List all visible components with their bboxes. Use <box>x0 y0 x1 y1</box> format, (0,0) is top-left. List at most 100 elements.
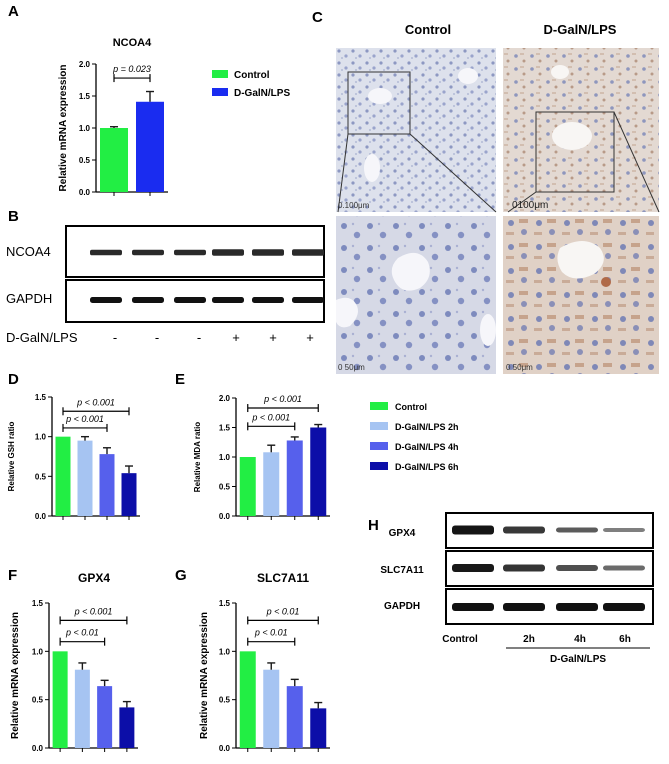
blot-h-row-label-gpx4: GPX4 <box>389 528 416 539</box>
chart-slc7a11: SLC7A11 0.0 0.5 1.0 1.5 Relative mRNA express… <box>199 571 330 753</box>
legend-label-4h: D-GalN/LPS 4h <box>395 442 459 452</box>
western-blot-b: NCOA4 GAPDH D-GalN/LPS - - - + + + <box>6 225 325 345</box>
y-tick-label: 0.0 <box>35 512 47 521</box>
bar <box>310 708 327 748</box>
y-tick-label: 1.0 <box>35 433 47 442</box>
blot-band <box>603 528 645 532</box>
blot-band <box>503 603 545 611</box>
bar <box>286 440 303 516</box>
y-axis-label: Relative mRNA expression <box>58 65 69 192</box>
blot-h-bands <box>452 525 645 611</box>
y-tick-label: 0.5 <box>32 696 44 705</box>
y-tick-label: 0.0 <box>219 744 231 753</box>
blot-band <box>252 297 284 303</box>
blot-band <box>90 297 122 303</box>
blot-b-sign: - <box>113 330 117 345</box>
blot-h-lane-label: Control <box>442 634 478 645</box>
blot-band <box>503 526 545 534</box>
blot-b-bands <box>90 249 324 303</box>
blot-band <box>452 525 494 535</box>
y-axis-label: Relative MDA ratio <box>193 422 202 493</box>
chart-title: GPX4 <box>78 571 110 585</box>
legend-label-2h: D-GalN/LPS 2h <box>395 422 459 432</box>
blot-b-sign: - <box>155 330 159 345</box>
blot-h-lane-label: 4h <box>574 634 586 645</box>
bar <box>310 427 327 516</box>
panel-label-h: H <box>368 517 379 534</box>
bar <box>119 707 135 748</box>
bar <box>77 440 93 516</box>
blot-h-group-label: D-GalN/LPS <box>550 654 606 665</box>
y-tick-label: 1.5 <box>219 599 231 608</box>
significance-label: p < 0.001 <box>74 606 113 616</box>
significance-label: p < 0.01 <box>266 606 300 616</box>
significance-label: p < 0.01 <box>254 628 288 638</box>
blot-b-sign: + <box>232 330 240 345</box>
bar <box>286 686 303 748</box>
ihc-panel-c: Control D-GalN/LPS 0.100μm 0100μm <box>336 22 660 374</box>
y-axis-label: Relative GSH ratio <box>7 421 16 491</box>
blot-band <box>174 249 206 256</box>
panel-label-c: C <box>312 9 323 26</box>
bar <box>52 651 68 748</box>
bar <box>100 128 128 192</box>
significance-label: p = 0.023 <box>112 64 151 74</box>
blot-band <box>503 564 545 572</box>
blot-band <box>212 249 244 256</box>
bar <box>263 669 280 748</box>
panel-label-a: A <box>8 3 19 20</box>
bar <box>263 452 280 516</box>
blot-h-lane-label: 6h <box>619 634 631 645</box>
significance-label: p < 0.001 <box>76 397 115 407</box>
significance-label: p < 0.01 <box>65 628 99 638</box>
chart-ncoa4: NCOA4 0.0 0.5 1.0 1.5 2.0 Relative mRNA expres… <box>58 37 168 197</box>
y-tick-label: 0.5 <box>79 156 91 165</box>
bar <box>55 436 71 516</box>
ihc-col-label-control: Control <box>405 22 451 37</box>
panel-label-f: F <box>8 567 17 584</box>
ihc-col-label-dgaln: D-GalN/LPS <box>544 22 617 37</box>
bar <box>121 473 137 516</box>
blot-band <box>174 297 206 303</box>
blot-band <box>132 297 164 303</box>
bar <box>97 686 113 748</box>
legend-swatch-6h <box>370 462 388 470</box>
bar <box>99 454 115 516</box>
blot-band <box>603 565 645 571</box>
chart-gpx4: GPX4 0.0 0.5 1.0 1.5 Relative mRNA expression… <box>10 571 138 753</box>
y-tick-label: 2.0 <box>219 394 231 403</box>
blot-band <box>132 249 164 256</box>
ihc-image-dgaln-low: 0100μm <box>503 48 660 213</box>
panel-label-d: D <box>8 371 19 388</box>
ihc-image-control-high: 0 50μm <box>336 216 496 374</box>
blot-band <box>603 603 645 611</box>
significance-label: p < 0.001 <box>263 394 302 404</box>
y-tick-label: 0.5 <box>219 483 231 492</box>
legend-a: Control D-GalN/LPS <box>212 70 290 99</box>
blot-band <box>556 565 598 571</box>
blot-band <box>292 297 324 303</box>
blot-h-row-label-slc7a11: SLC7A11 <box>380 565 424 576</box>
scale-bar-label: 0.100μm <box>338 201 370 210</box>
blot-b-row-label-gapdh: GAPDH <box>6 291 52 306</box>
ihc-image-control-low: 0.100μm <box>336 48 497 213</box>
y-tick-label: 1.0 <box>79 124 91 133</box>
western-blot-h: GPX4 SLC7A11 GAPDH Control 2h 4h 6h D-Ga… <box>380 512 654 665</box>
legend-label-6h: D-GalN/LPS 6h <box>395 462 459 472</box>
panel-label-e: E <box>175 371 185 388</box>
blot-b-sign: + <box>269 330 277 345</box>
chart-mda: 0.0 0.5 1.0 1.5 2.0 Relative MDA ratio p < 0.0… <box>193 394 330 521</box>
y-axis-label: Relative mRNA expression <box>199 612 210 739</box>
significance-label: p < 0.001 <box>65 414 104 424</box>
significance-label: p < 0.001 <box>251 412 290 422</box>
y-tick-label: 1.5 <box>219 424 231 433</box>
legend-swatch-dgaln <box>212 88 228 96</box>
y-tick-label: 1.5 <box>79 92 91 101</box>
scale-bar-label: 0 50μm <box>338 363 365 372</box>
y-tick-label: 0.5 <box>219 696 231 705</box>
y-axis-label: Relative mRNA expression <box>10 612 21 739</box>
blot-b-sign: - <box>197 330 201 345</box>
ihc-image-dgaln-high: 0 50μm <box>503 216 659 374</box>
y-tick-label: 0.0 <box>219 512 231 521</box>
